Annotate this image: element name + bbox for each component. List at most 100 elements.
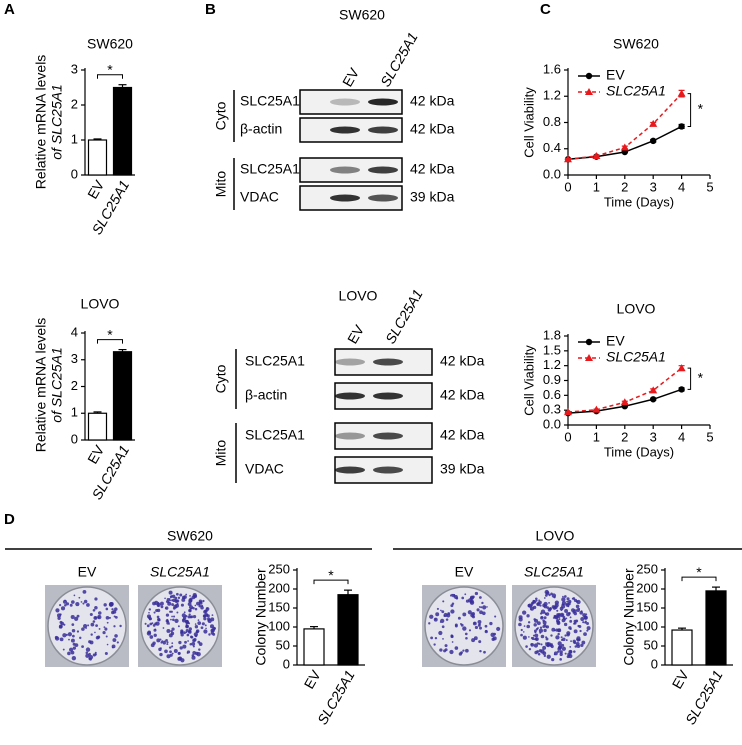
colony-dot — [103, 603, 107, 607]
colony-dot — [523, 625, 526, 627]
colony-dot — [165, 613, 170, 617]
colony-dot — [70, 650, 75, 655]
error-bar — [678, 627, 686, 631]
x-tick-label: 3 — [650, 429, 657, 444]
colony-dot — [164, 649, 168, 654]
colony-dot — [114, 607, 118, 611]
colony-dot — [164, 640, 166, 643]
colony-dot — [571, 597, 574, 600]
colony-dot — [106, 621, 109, 624]
annotation: * — [698, 369, 704, 385]
colony-dot — [454, 624, 458, 628]
band — [368, 194, 398, 202]
colony-dot — [533, 623, 537, 627]
colony-dot — [472, 621, 477, 626]
colony-dot — [551, 627, 556, 632]
colony-dot — [119, 624, 122, 628]
colony-dot — [486, 606, 488, 608]
colony-dot — [185, 622, 188, 625]
colony-dot — [154, 600, 159, 605]
colony-dot — [62, 648, 65, 651]
y-axis-label: of SLC25A1 — [49, 347, 65, 423]
colony-dot — [98, 628, 101, 630]
colony-dot — [542, 603, 546, 608]
colony-dot — [185, 593, 188, 596]
colony-dot — [90, 633, 93, 636]
colony-dot — [198, 648, 201, 651]
colony-dot — [187, 630, 191, 633]
colony-dot — [87, 624, 90, 627]
colony-dot — [557, 647, 562, 651]
y-tick-label: 100 — [268, 618, 290, 633]
marker — [650, 137, 657, 145]
colony-dot — [102, 631, 106, 635]
y-axis-label: Relative mRNA levels — [33, 55, 49, 190]
colony-dot — [174, 596, 178, 600]
colony-dot — [94, 651, 97, 654]
colony-dot — [153, 633, 157, 637]
colony-dot — [462, 612, 467, 617]
colony-dot — [543, 628, 547, 633]
band — [330, 98, 360, 106]
colony-dot — [85, 647, 91, 652]
colony-dot — [203, 617, 207, 621]
colony-dot — [449, 649, 454, 655]
colony-dot — [165, 600, 169, 604]
colony-dot — [526, 614, 530, 618]
colony-dot — [169, 599, 172, 602]
colony-dot — [92, 620, 96, 623]
colony-dot — [174, 599, 179, 603]
colony-dot — [157, 617, 161, 622]
colony-dot — [522, 631, 525, 633]
colony-dot — [478, 606, 481, 608]
colony-dot — [169, 650, 172, 654]
colony-dot — [150, 643, 155, 648]
colony-dot — [114, 634, 118, 638]
colony-dot — [562, 595, 564, 598]
error-bar — [310, 626, 318, 629]
marker — [677, 89, 686, 97]
colony-dot — [151, 622, 154, 625]
colony-dot — [185, 628, 189, 633]
bar — [671, 629, 693, 666]
colony-dot — [183, 631, 187, 635]
colony-dot — [183, 611, 186, 614]
colony-dot — [161, 640, 164, 643]
legend-label: EV — [606, 333, 625, 349]
colony-dot — [444, 644, 448, 648]
chart-title: LOVO — [81, 296, 120, 312]
colony-dot — [586, 622, 589, 625]
colony-dot — [155, 608, 159, 613]
significance-bracket — [681, 576, 717, 582]
colony-dot — [543, 597, 546, 599]
colony-dot — [561, 600, 567, 606]
colony-dot — [171, 642, 174, 645]
error-bar — [118, 348, 127, 352]
lane-label: EV — [339, 65, 363, 90]
y-tick-label: 0.0 — [543, 416, 561, 431]
colony-dot — [65, 602, 70, 606]
colony-dot — [203, 629, 208, 634]
x-tick-label: 2 — [621, 179, 628, 194]
colony-dot — [200, 604, 204, 607]
colony-dot — [580, 616, 585, 622]
bar — [303, 628, 325, 666]
marker — [592, 405, 601, 413]
colony-dot — [436, 607, 439, 610]
colony-dot — [450, 634, 454, 638]
colony-dot — [170, 629, 173, 633]
colony-dot — [94, 631, 96, 634]
x-tick-label: EV — [301, 667, 325, 692]
protein-label: SLC25A1 — [240, 93, 300, 109]
colony-dot — [546, 654, 551, 659]
colony-dot — [202, 599, 205, 603]
y-tick-label: 250 — [636, 561, 658, 576]
colony-dot — [480, 606, 483, 609]
colony-dot — [54, 635, 58, 640]
colony-dot — [90, 622, 95, 627]
colony-dot — [560, 609, 563, 611]
colony-dot — [581, 640, 586, 645]
colony-dot — [527, 621, 531, 624]
colony-dot — [540, 643, 543, 646]
